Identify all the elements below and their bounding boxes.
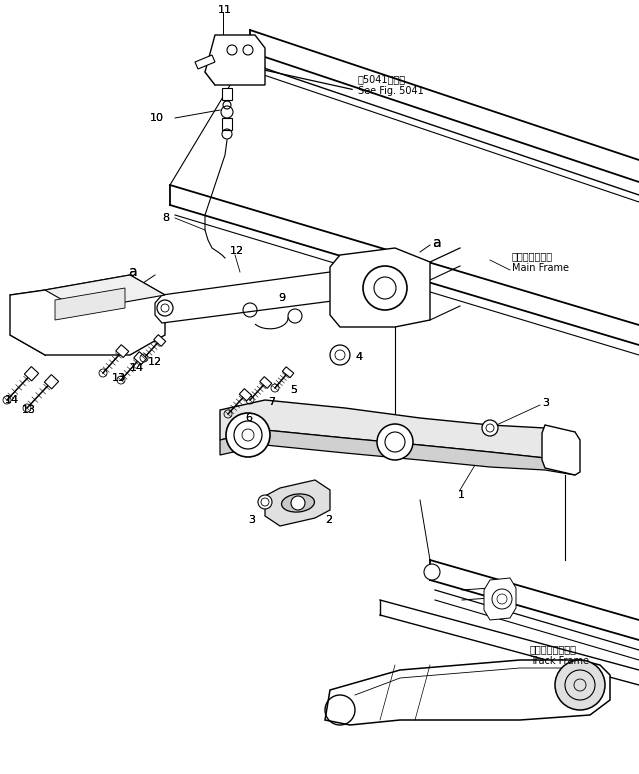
- Text: 3: 3: [542, 398, 549, 408]
- Text: 9: 9: [278, 293, 285, 303]
- Polygon shape: [116, 344, 128, 358]
- Text: メインフレーム
Main Frame: メインフレーム Main Frame: [512, 252, 569, 272]
- Polygon shape: [134, 351, 147, 365]
- Text: 4: 4: [355, 352, 362, 362]
- Text: 12: 12: [230, 246, 244, 256]
- Text: 2: 2: [325, 515, 332, 525]
- Polygon shape: [265, 480, 330, 526]
- Polygon shape: [220, 430, 575, 475]
- Text: a: a: [128, 265, 137, 279]
- Text: 14: 14: [5, 395, 19, 405]
- Circle shape: [424, 564, 440, 580]
- Text: 6: 6: [245, 413, 252, 423]
- Text: 1: 1: [458, 490, 465, 500]
- Polygon shape: [330, 248, 430, 327]
- Text: 14: 14: [5, 395, 19, 405]
- Polygon shape: [220, 400, 575, 460]
- Text: 12: 12: [230, 246, 244, 256]
- Text: 11: 11: [218, 5, 232, 15]
- Text: 13: 13: [22, 405, 36, 415]
- Polygon shape: [44, 375, 59, 389]
- Polygon shape: [195, 55, 215, 69]
- Text: 8: 8: [162, 213, 169, 223]
- Polygon shape: [260, 377, 272, 389]
- Text: 12: 12: [148, 357, 162, 367]
- Text: 10: 10: [150, 113, 164, 123]
- Text: 3: 3: [248, 515, 255, 525]
- Text: 1: 1: [458, 490, 465, 500]
- Polygon shape: [10, 275, 165, 355]
- Circle shape: [330, 345, 350, 365]
- Circle shape: [291, 496, 305, 510]
- Text: 9: 9: [278, 293, 285, 303]
- Circle shape: [555, 660, 605, 710]
- Text: 8: 8: [162, 213, 169, 223]
- Text: 7: 7: [268, 397, 275, 407]
- Polygon shape: [154, 334, 166, 346]
- Polygon shape: [24, 367, 38, 381]
- Text: 2: 2: [325, 515, 332, 525]
- Text: 4: 4: [355, 352, 362, 362]
- Polygon shape: [155, 272, 340, 323]
- Polygon shape: [325, 660, 610, 725]
- Polygon shape: [239, 389, 252, 401]
- Text: a: a: [128, 265, 137, 279]
- Text: a: a: [432, 236, 441, 250]
- Text: 14: 14: [130, 363, 144, 373]
- Circle shape: [482, 420, 498, 436]
- Text: 13: 13: [22, 405, 36, 415]
- Polygon shape: [205, 35, 265, 85]
- Text: 6: 6: [245, 413, 252, 423]
- Text: 5: 5: [290, 385, 297, 395]
- Polygon shape: [484, 578, 516, 620]
- Circle shape: [258, 495, 272, 509]
- Text: 10: 10: [150, 113, 164, 123]
- Polygon shape: [222, 88, 232, 100]
- Ellipse shape: [282, 494, 314, 512]
- Text: 13: 13: [112, 373, 126, 383]
- Text: a: a: [432, 236, 441, 250]
- Text: 3: 3: [248, 515, 255, 525]
- Text: 13: 13: [112, 373, 126, 383]
- Polygon shape: [55, 288, 125, 320]
- Text: 7: 7: [268, 397, 275, 407]
- Circle shape: [226, 413, 270, 457]
- Polygon shape: [542, 425, 580, 475]
- Text: 3: 3: [542, 398, 549, 408]
- Text: トラックフレーム
Track Frame: トラックフレーム Track Frame: [530, 644, 589, 666]
- Polygon shape: [222, 118, 232, 130]
- Circle shape: [377, 424, 413, 460]
- Text: 11: 11: [218, 5, 232, 15]
- Text: 12: 12: [148, 357, 162, 367]
- Polygon shape: [45, 275, 165, 310]
- Text: 14: 14: [130, 363, 144, 373]
- Circle shape: [363, 266, 407, 310]
- Text: 第5041図参照
See Fig. 5041: 第5041図参照 See Fig. 5041: [358, 74, 424, 96]
- Text: 5: 5: [290, 385, 297, 395]
- Polygon shape: [282, 367, 294, 378]
